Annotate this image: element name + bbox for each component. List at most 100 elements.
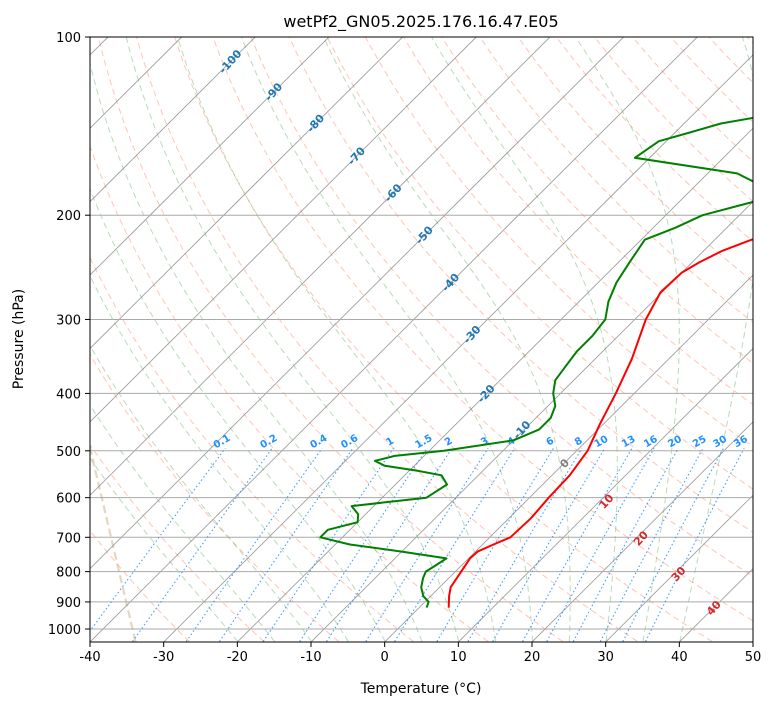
dry-adiabat (326, 37, 753, 490)
dry-adiabat (288, 37, 753, 533)
mixing-ratio-line (622, 447, 724, 642)
mixing-ratio-line (90, 447, 226, 632)
mixing-ratio-label: 16 (642, 434, 660, 451)
dry-adiabat (90, 353, 340, 642)
moist-adiabat (679, 37, 753, 642)
x-tick-label: 50 (745, 650, 762, 665)
isotherm-label: 30 (669, 564, 689, 584)
mixing-ratio-line (299, 447, 428, 642)
x-tick-label: 20 (524, 650, 541, 665)
isotherm-line (90, 37, 477, 423)
mixing-ratio-line (492, 447, 606, 642)
dry-adiabat (90, 443, 265, 642)
x-axis-ticks: -40 -30 -20 -10 0 10 20 30 40 50 (79, 642, 761, 665)
moist-adiabat (90, 457, 239, 642)
temperature-profile (447, 238, 753, 608)
y-tick-label: 100 (56, 31, 81, 46)
x-tick-label: 0 (381, 650, 389, 665)
x-tick-label: 30 (597, 650, 614, 665)
moist-adiabat (90, 344, 312, 642)
mixing-ratio-label: 20 (666, 434, 684, 451)
mixing-ratio-label: 0.4 (308, 433, 329, 451)
isotherm-line (237, 127, 753, 642)
dry-adiabat (212, 37, 753, 622)
y-tick-label: 600 (56, 492, 81, 507)
dry-adiabat (136, 37, 638, 642)
moist-adiabat (125, 37, 460, 642)
mixing-ratio-line (326, 447, 453, 642)
mixing-ratio-label: 0.6 (339, 433, 360, 451)
mixing-ratio-line (132, 447, 273, 642)
x-tick-label: 10 (450, 650, 467, 665)
reference-curve (90, 442, 137, 642)
mixing-ratio-line (218, 447, 354, 642)
mixing-ratio-label: 4 (506, 436, 518, 449)
moist-adiabat (575, 37, 680, 642)
mixing-ratio-line (365, 447, 489, 642)
x-tick-label: 40 (671, 650, 688, 665)
y-tick-label: 300 (56, 313, 81, 328)
mixing-ratio-label: 0.2 (259, 433, 280, 451)
dry-adiabat (479, 37, 753, 323)
profiles (319, 116, 753, 608)
dry-adiabat (593, 37, 753, 203)
isotherm-line (90, 37, 256, 203)
plot-area: -100-90-80-70-60-50-40-30-20-10010203040… (90, 37, 775, 642)
y-tick-label: 1000 (48, 623, 81, 638)
x-tick-label: -10 (300, 650, 321, 665)
y-tick-label: 800 (56, 566, 81, 581)
mixing-ratio-line (645, 447, 745, 642)
moist-adiabat (431, 37, 618, 642)
mixing-ratio-line (262, 447, 394, 642)
y-tick-label: 900 (56, 596, 81, 611)
isotherm-line (311, 201, 753, 642)
mixing-ratio-label: 8 (573, 435, 585, 448)
moist-adiabat (90, 404, 275, 642)
dry-adiabat (708, 37, 753, 84)
isotherm-line (90, 37, 403, 350)
dry-adiabat (90, 144, 489, 642)
dry-adiabat (90, 529, 190, 642)
dry-adiabat (670, 37, 753, 123)
isotherm-line (679, 567, 753, 642)
dry-adiabat (97, 37, 564, 642)
moist-adiabat (176, 37, 497, 642)
chart-title: wetPf2_GN05.2025.176.16.47.E05 (283, 12, 558, 32)
isotherm-line (384, 274, 753, 642)
isotherm-line (753, 37, 775, 642)
x-tick-label: -40 (79, 650, 100, 665)
x-tick-label: -30 (153, 650, 174, 665)
dry-adiabat (441, 37, 753, 364)
x-tick-label: -20 (227, 650, 248, 665)
x-axis-label: Temperature (°C) (360, 681, 482, 697)
mixing-ratio-labels: 0.1 0.2 0.4 0.6 1 1.5 2 3 4 6 8 10 13 16 20 25 30 36 (212, 433, 750, 451)
y-tick-label: 500 (56, 445, 81, 460)
dry-adiabat (174, 37, 713, 642)
y-tick-label: 200 (56, 209, 81, 224)
isotherm-line (90, 37, 624, 570)
y-tick-label: 400 (56, 387, 81, 402)
dewpoint-profile (319, 116, 753, 608)
plot-frame (89, 36, 754, 643)
moist-adiabat (241, 37, 533, 642)
mixing-ratio-label: 13 (620, 434, 638, 451)
y-axis-ticks: 100 200 300 400 500 600 700 800 900 1000 (48, 31, 90, 638)
moist-adiabat (90, 61, 423, 642)
mixing-ratio-line (394, 447, 516, 642)
mixing-ratio-line (467, 447, 583, 642)
dry-adiabat (90, 256, 414, 642)
mixing-ratio-label: 2 (443, 436, 455, 449)
mixing-ratio-label: 3 (479, 435, 491, 448)
mixing-ratio-line (185, 447, 323, 642)
isotherm-line (90, 37, 330, 276)
mixing-ratio-label: 1 (384, 436, 396, 449)
moist-adiabat (90, 274, 349, 642)
isotherm-label: -10 (511, 418, 534, 442)
isotherm-label: 20 (631, 528, 651, 548)
dry-adiabat (746, 37, 753, 44)
y-tick-label: 700 (56, 531, 81, 546)
moist-adiabat (323, 37, 571, 642)
mixing-ratio-label: 36 (732, 434, 750, 451)
